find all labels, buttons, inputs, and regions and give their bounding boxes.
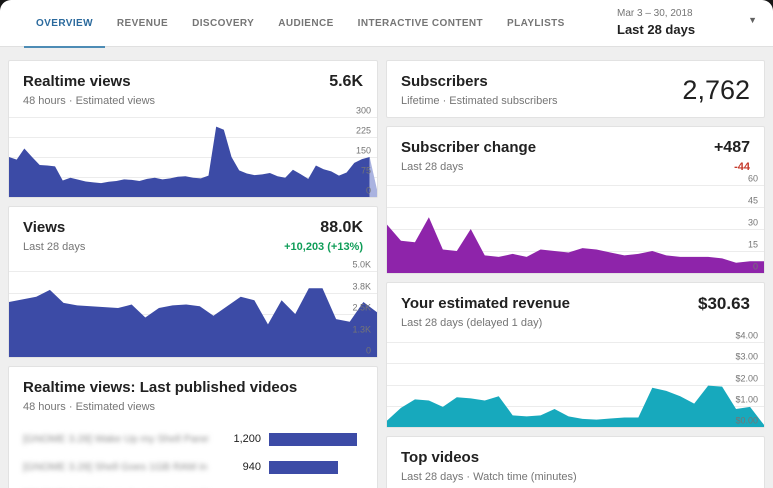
video-title-blurred: [GNOME 3.28] Shell Goes 1GB RAM in 10 Mi… — [23, 461, 209, 473]
card-title: Top videos — [401, 449, 480, 466]
top-bar: OVERVIEW REVENUE DISCOVERY AUDIENCE INTE… — [0, 0, 773, 48]
tab-interactive-content[interactable]: INTERACTIVE CONTENT — [357, 18, 484, 29]
metric-value: +487 — [713, 139, 750, 156]
card-subscribers: Subscribers Lifetime · Estimated subscri… — [386, 60, 765, 118]
video-views-value: 940 — [242, 461, 261, 473]
date-range-selected: Last 28 days — [617, 22, 696, 37]
card-title: Realtime views: Last published videos — [23, 379, 298, 396]
metric-value: $30.63 — [698, 294, 750, 313]
date-range-dates: Mar 3 – 30, 2018 — [617, 8, 693, 19]
tab-audience[interactable]: AUDIENCE — [278, 18, 334, 29]
card-title: Realtime views — [23, 73, 131, 90]
card-subtitle: 48 hours · Estimated views — [23, 401, 156, 413]
card-title: Your estimated revenue — [401, 295, 570, 312]
video-views-bar — [269, 460, 363, 474]
metric-delta-negative: -44 — [734, 161, 750, 173]
card-title: Subscriber change — [401, 139, 537, 156]
metric-delta-positive: +10,203 (+13%) — [284, 241, 363, 253]
tab-revenue[interactable]: REVENUE — [116, 18, 169, 29]
metric-value: 5.6K — [329, 73, 363, 90]
card-realtime-views: Realtime views 48 hours · Estimated view… — [8, 60, 378, 198]
card-subtitle: 48 hours · Estimated views — [23, 95, 156, 107]
metric-value: 2,762 — [682, 75, 750, 105]
card-top-videos: Top videos Last 28 days · Watch time (mi… — [386, 436, 765, 488]
last-published-video-list: [GNOME 3.28] Wake Up my Shell Panel LIKE… — [9, 425, 377, 488]
card-last-published-videos: Realtime views: Last published videos 48… — [8, 366, 378, 488]
card-estimated-revenue: Your estimated revenue Last 28 days (del… — [386, 282, 765, 428]
estimated-revenue-chart: $4.00 $3.00 $2.00 $1.00 $0.00 — [387, 331, 764, 427]
video-row[interactable]: [GNOME 3.28] Wake Up my Shell Panel LIKE… — [9, 425, 377, 453]
card-views: Views Last 28 days 88.0K +10,203 (+13%) … — [8, 206, 378, 358]
window-corner — [0, 0, 14, 14]
video-row[interactable]: [GNOME 3.28] This is the single best GNO… — [9, 481, 377, 488]
video-row[interactable]: [GNOME 3.28] Shell Goes 1GB RAM in 10 Mi… — [9, 453, 377, 481]
window-corner — [759, 0, 773, 14]
chevron-down-icon[interactable]: ▼ — [748, 15, 757, 25]
subscriber-change-chart: 60 45 30 15 0 — [387, 174, 764, 273]
video-title-blurred: [GNOME 3.28] Wake Up my Shell Panel LIKE… — [23, 433, 209, 445]
card-subtitle: Last 28 days (delayed 1 day) — [401, 317, 543, 329]
metric-value: 88.0K — [320, 219, 363, 236]
card-subtitle: Last 28 days — [23, 241, 86, 253]
video-views-value: 1,200 — [233, 433, 261, 445]
card-title: Views — [23, 219, 66, 236]
video-views-bar — [269, 432, 363, 446]
tab-bar: OVERVIEW REVENUE DISCOVERY AUDIENCE INTE… — [24, 0, 577, 48]
tab-playlists[interactable]: PLAYLISTS — [507, 18, 565, 29]
card-subscriber-change: Subscriber change Last 28 days +487 -44 … — [386, 126, 765, 274]
tab-discovery[interactable]: DISCOVERY — [192, 18, 255, 29]
card-subtitle: Lifetime · Estimated subscribers — [401, 95, 558, 107]
card-subtitle: Last 28 days — [401, 161, 464, 173]
card-subtitle: Last 28 days · Watch time (minutes) — [401, 471, 577, 483]
tab-overview[interactable]: OVERVIEW — [24, 0, 105, 48]
date-range-picker[interactable]: Mar 3 – 30, 2018 Last 28 days — [617, 8, 695, 37]
card-title: Subscribers — [401, 73, 488, 90]
views-chart: 5.0K 3.8K 2.5K 1.3K 0 — [9, 260, 377, 357]
realtime-views-chart: 300 225 150 75 0 — [9, 106, 377, 197]
